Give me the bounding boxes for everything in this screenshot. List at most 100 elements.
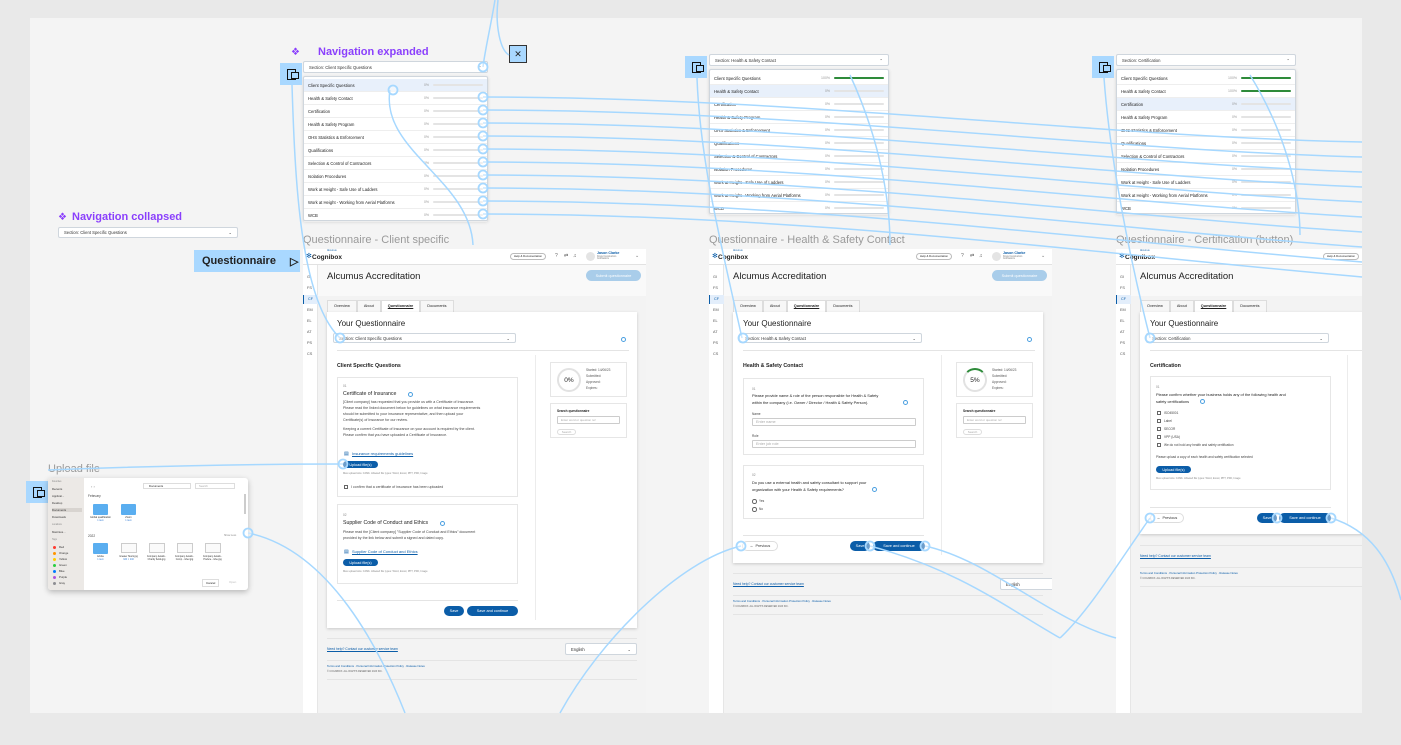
section-select[interactable]: Section: Certification ⌄	[1146, 333, 1329, 343]
info-icon[interactable]	[903, 400, 908, 405]
previous-button[interactable]: ← Previous	[1150, 513, 1184, 523]
show-less-link[interactable]: Show Less	[224, 534, 237, 537]
save-button[interactable]: Save	[1257, 513, 1277, 523]
section-option[interactable]: Isolation Procedures 0%	[1117, 163, 1295, 176]
info-icon[interactable]	[1200, 399, 1205, 404]
section-option[interactable]: Qualifications 0%	[710, 137, 888, 150]
section-option[interactable]: Work at Height - Safe Use of Ladders 0%	[1117, 176, 1295, 189]
language-select[interactable]: English⌄	[1000, 578, 1052, 590]
submit-questionnaire-button[interactable]: Submit questionnaire	[992, 270, 1047, 281]
rail-item[interactable]: EL	[1120, 319, 1125, 323]
rail-item[interactable]: FS	[713, 286, 718, 290]
chevron-down-icon[interactable]: ⌄	[1041, 253, 1046, 259]
tab-documents[interactable]: Documents	[826, 300, 860, 312]
bell-icon[interactable]: ♫	[979, 253, 983, 259]
section-option[interactable]: OHS Statistics & Enforcement 0%	[1117, 124, 1295, 137]
footer-links[interactable]: Terms and Conditions · Personal Informat…	[327, 664, 425, 668]
tab-about[interactable]: About	[1169, 300, 1194, 312]
certification-checkbox[interactable]	[1157, 435, 1161, 439]
tag-item[interactable]: Green	[59, 563, 67, 567]
rail-item[interactable]: EL	[713, 319, 718, 323]
section-option[interactable]: Qualifications 0%	[1117, 137, 1295, 150]
tab-questionnaire[interactable]: Questionnaire	[1193, 300, 1234, 312]
language-select[interactable]: English⌄	[565, 643, 637, 655]
radio-button[interactable]	[752, 499, 757, 504]
section-option[interactable]: OHS Statistics & Enforcement 0%	[304, 131, 487, 144]
tag-item[interactable]: Gray	[59, 581, 66, 585]
rail-item[interactable]: AT	[1120, 330, 1125, 334]
section-option[interactable]: Health & Safety Program 0%	[1117, 111, 1295, 124]
section-option[interactable]: Work at Height - Working from Aerial Pla…	[1117, 189, 1295, 202]
sidebar-item[interactable]: Macintos...	[52, 530, 66, 534]
rail-item[interactable]: PS	[713, 341, 719, 345]
upload-button[interactable]: Upload file(s)	[1156, 466, 1191, 473]
tab-questionnaire[interactable]: Questionnaire	[786, 300, 827, 312]
section-option[interactable]: Health & Safety Contact 100%	[1117, 85, 1295, 98]
section-option[interactable]: Work at Height - Working from Aerial Pla…	[304, 196, 487, 209]
rail-item[interactable]: CF	[303, 295, 318, 304]
sidebar-item[interactable]: Desktop	[52, 501, 63, 505]
rail-item[interactable]: PS	[1120, 341, 1126, 345]
flow-start-questionnaire[interactable]: Questionnaire ▷	[194, 250, 300, 272]
image-file-icon[interactable]	[177, 543, 193, 553]
tab-about[interactable]: About	[762, 300, 787, 312]
folder-icon[interactable]	[93, 504, 108, 515]
upload-button[interactable]: Upload file(s)	[343, 461, 378, 468]
save-and-continue-button[interactable]: Save and continue	[467, 606, 518, 616]
section-option[interactable]: Isolation Procedures 0%	[710, 163, 888, 176]
image-file-icon[interactable]	[205, 543, 221, 553]
rail-item[interactable]: CS	[713, 352, 719, 356]
help-circle-icon[interactable]: ?	[961, 253, 964, 259]
scrollbar[interactable]	[244, 494, 246, 514]
tab-overview[interactable]: Overview	[1140, 300, 1170, 312]
section-option[interactable]: Health & Safety Program 0%	[304, 118, 487, 131]
image-file-icon[interactable]	[149, 543, 165, 553]
section-option[interactable]: Certification 0%	[710, 98, 888, 111]
rail-item[interactable]: CF	[1116, 295, 1131, 304]
section-select-open[interactable]: Section: Client Specific Questions ⌃	[303, 61, 488, 73]
avatar[interactable]	[992, 252, 1001, 261]
tag-item[interactable]: Blue	[59, 569, 65, 573]
cancel-button[interactable]: Cancel	[202, 579, 220, 587]
section-select[interactable]: Section: Health & Safety Contact ⌄	[739, 333, 922, 343]
search-input[interactable]: Enter word or question ref	[557, 416, 620, 424]
need-help-link[interactable]: Need help? Contact our customer service …	[733, 582, 804, 586]
nav-back-forward[interactable]: ‹ ›	[91, 484, 95, 489]
section-option[interactable]: WCB 0%	[710, 202, 888, 215]
section-option[interactable]: Work at Height - Safe Use of Ladders 0%	[304, 183, 487, 196]
sidebar-item[interactable]: Downloads	[52, 515, 66, 519]
rail-item[interactable]: EM	[307, 308, 313, 312]
section-option[interactable]: Isolation Procedures 0%	[304, 170, 487, 183]
save-and-continue-button[interactable]: Save and continue	[873, 541, 925, 551]
document-link[interactable]: Insurance requirements guidelines	[352, 451, 414, 456]
section-option[interactable]: WCB 0%	[304, 209, 487, 222]
rail-item[interactable]: AT	[307, 330, 312, 334]
name-input[interactable]: Enter name	[752, 418, 916, 426]
section-option[interactable]: Certification 0%	[1117, 98, 1295, 111]
rail-item[interactable]: GI	[713, 275, 718, 279]
folder-icon[interactable]	[121, 504, 136, 515]
rail-item[interactable]: CS	[1120, 352, 1126, 356]
help-button[interactable]: Help & Documentation	[510, 253, 546, 260]
tab-documents[interactable]: Documents	[420, 300, 454, 312]
section-option[interactable]: Health & Safety Contact 0%	[710, 85, 888, 98]
info-icon[interactable]	[408, 392, 413, 397]
tag-item[interactable]: Purple	[59, 575, 68, 579]
section-option[interactable]: Selection & Control of Contractors 0%	[304, 157, 487, 170]
certification-checkbox[interactable]	[1157, 427, 1161, 431]
section-option[interactable]: Client Specific Questions 100%	[1117, 72, 1295, 85]
rail-item[interactable]: EM	[713, 308, 719, 312]
switch-icon[interactable]: ⇄	[564, 253, 569, 259]
info-icon[interactable]	[440, 521, 445, 526]
bell-icon[interactable]: ♫	[573, 253, 577, 259]
folder-icon[interactable]	[93, 543, 108, 554]
submit-questionnaire-button[interactable]: Submit questionnaire	[586, 270, 641, 281]
footer-links[interactable]: Terms and Conditions · Personal Informat…	[733, 599, 831, 603]
rail-item[interactable]: CF	[709, 295, 724, 304]
sidebar-item[interactable]: Applicat...	[52, 494, 65, 498]
section-option[interactable]: OHS Statistics & Enforcement 0%	[710, 124, 888, 137]
radio-button[interactable]	[752, 507, 757, 512]
rail-item[interactable]: EM	[1120, 308, 1126, 312]
section-select-collapsed[interactable]: Section: Client Specific Questions ⌄	[58, 227, 238, 238]
chevron-down-icon[interactable]: ⌄	[635, 253, 640, 259]
